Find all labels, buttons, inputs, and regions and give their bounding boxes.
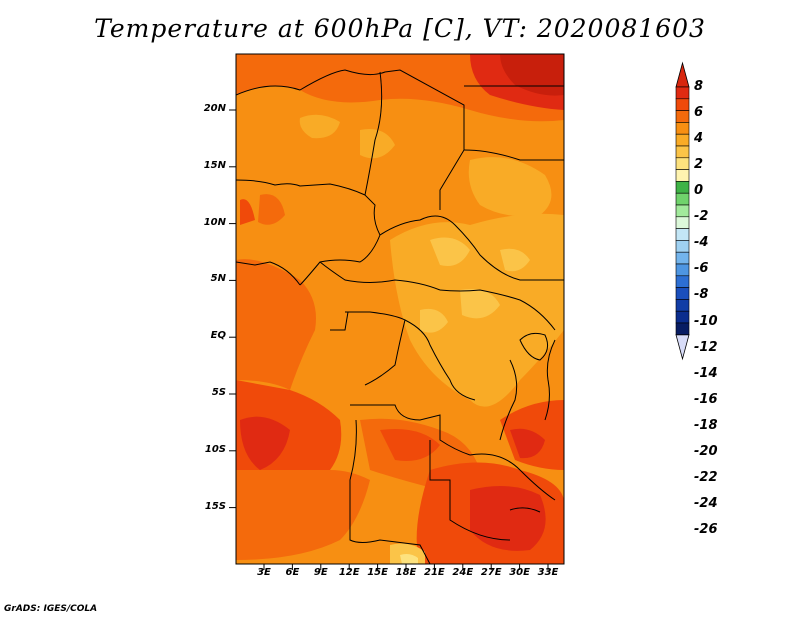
colorbar-label: 8 — [694, 79, 704, 94]
colorbar-segment — [675, 133, 690, 147]
colorbar-label: -18 — [694, 417, 718, 433]
colorbar-label: -8 — [694, 287, 709, 303]
lon-label: 21E — [424, 567, 445, 578]
lon-label: 9E — [313, 567, 328, 578]
colorbar-segment — [675, 228, 690, 241]
lon-label: 15E — [367, 567, 388, 578]
colorbar-segment — [675, 169, 690, 182]
colorbar-segment — [675, 98, 690, 111]
colorbar-bottom-arrow — [675, 334, 690, 361]
lon-label: 33E — [537, 567, 559, 578]
colorbar-segment — [675, 157, 690, 170]
colorbar-segment — [675, 110, 690, 123]
lat-label: 10N — [203, 216, 226, 228]
lon-label: 12E — [338, 567, 360, 578]
country-borders — [236, 69, 564, 564]
credit-text: GrADS: IGES/COLA — [4, 604, 98, 614]
colorbar-label: -24 — [694, 495, 718, 511]
colorbar-label: 4 — [694, 131, 704, 147]
colorbar-label: -10 — [694, 313, 718, 329]
lon-label: 27E — [480, 567, 502, 578]
colorbar-label: -14 — [694, 365, 718, 381]
lon-label: 3E — [257, 567, 271, 578]
latitude-ticks — [229, 109, 236, 509]
colorbar-segment — [675, 322, 690, 336]
colorbar-segment — [675, 86, 690, 100]
colorbar-label: 6 — [694, 105, 704, 121]
colorbar-segment — [675, 275, 690, 288]
lon-label: 30E — [509, 567, 530, 578]
colorbar-segment — [675, 122, 690, 135]
lat-label: 5N — [210, 273, 226, 285]
colorbar-segment — [675, 263, 690, 277]
lat-label: 20N — [203, 103, 226, 114]
lat-label: 15N — [203, 159, 226, 171]
colorbar-segment — [675, 299, 690, 312]
colorbar-segment — [675, 287, 690, 300]
colorbar-segment — [675, 216, 690, 229]
lat-label: 15S — [204, 500, 226, 512]
colorbar-label: 0 — [694, 183, 704, 199]
colorbar-label: -26 — [694, 522, 718, 537]
colorbar-segment — [675, 192, 690, 206]
lat-label: 10S — [204, 443, 226, 455]
lat-label: 5S — [211, 387, 226, 398]
colorbar-segment — [675, 145, 690, 159]
colorbar-segment — [675, 204, 690, 218]
lon-label: 6E — [285, 567, 300, 578]
temperature-field — [236, 54, 564, 564]
lon-label: 24E — [452, 567, 474, 578]
colorbar-label: -12 — [694, 339, 718, 355]
lat-label: EQ — [210, 330, 226, 342]
colorbar-label: -4 — [694, 235, 709, 251]
colorbar-segment — [675, 251, 690, 265]
colorbar-segment — [675, 181, 690, 194]
colorbar-top-arrow — [675, 61, 690, 88]
plot-frame — [235, 53, 565, 565]
colorbar-segment — [675, 310, 690, 324]
colorbar-label: -16 — [694, 391, 718, 407]
colorbar-label: -20 — [694, 443, 718, 459]
colorbar-label: -2 — [694, 209, 709, 225]
colorbar-label: -22 — [694, 469, 718, 485]
colorbar-segment — [675, 240, 690, 253]
colorbar-label: 2 — [694, 157, 704, 173]
map-title: Temperature at 600hPa [C], VT: 202008160… — [94, 14, 706, 43]
lon-label: 18E — [395, 567, 417, 578]
longitude-ticks — [263, 564, 549, 570]
colorbar-label: -6 — [694, 261, 709, 277]
colorbar — [675, 61, 690, 361]
